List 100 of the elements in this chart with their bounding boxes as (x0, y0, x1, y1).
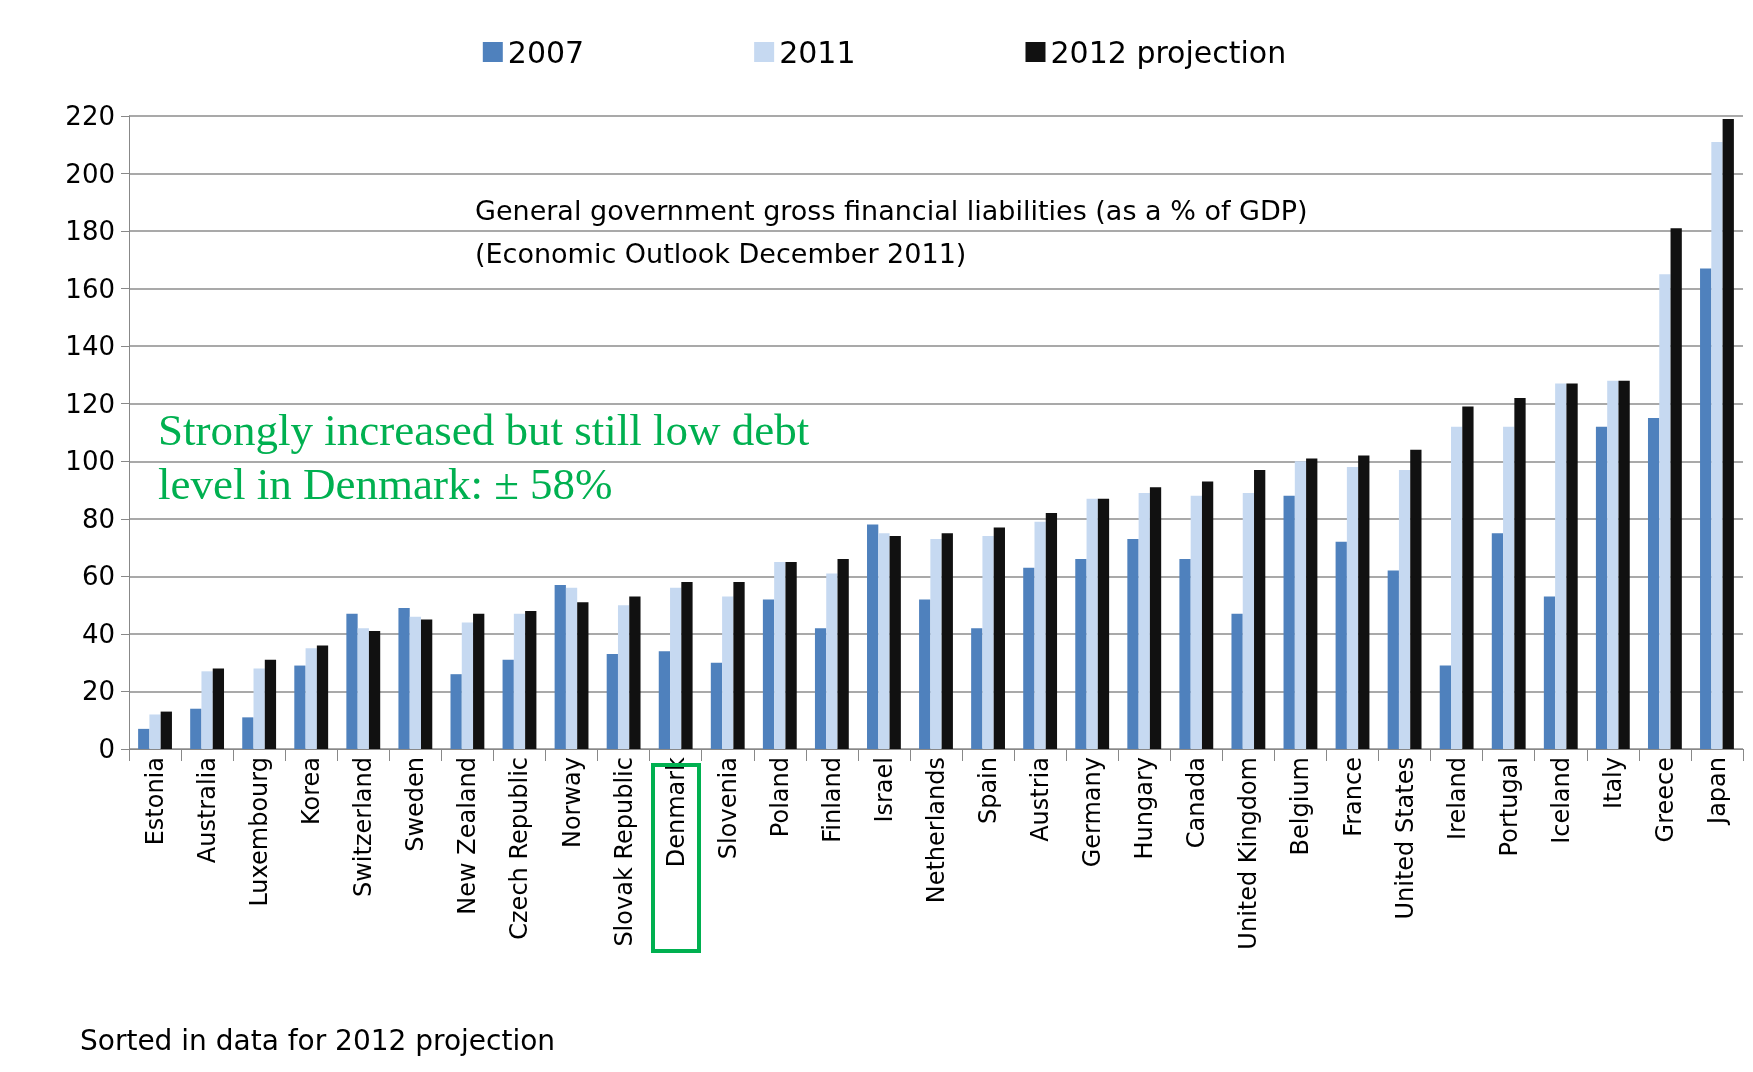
bar (1294, 461, 1307, 749)
bar (554, 585, 566, 749)
x-tick-label: Greece (1650, 757, 1679, 843)
bar (733, 582, 745, 749)
y-tick-label: 100 (65, 446, 115, 477)
x-tick-label: Italy (1598, 757, 1627, 810)
bar (368, 631, 381, 749)
bar (1398, 469, 1411, 749)
bar (149, 714, 161, 749)
x-tick-label: Iceland (1546, 757, 1575, 844)
bar (1149, 487, 1162, 749)
x-tick-label: Korea (297, 757, 326, 826)
bar (253, 668, 265, 749)
annotation: (Economic Outlook December 2011) (475, 237, 967, 269)
bar (681, 582, 693, 749)
x-tick-label: Slovak Republic (609, 757, 638, 947)
bar (1097, 498, 1110, 749)
bar (305, 648, 317, 749)
bar (774, 561, 786, 749)
bar (1254, 469, 1266, 749)
bar (617, 605, 630, 749)
bar (398, 608, 410, 749)
bar (1647, 418, 1660, 749)
bar (242, 717, 254, 749)
bar (878, 533, 890, 749)
bar (826, 573, 838, 749)
bar (201, 671, 213, 749)
bar (1566, 383, 1578, 749)
x-tick-label: Norway (557, 757, 586, 849)
bar (930, 538, 942, 749)
bar (1086, 498, 1098, 749)
x-tick-label: New Zealand (453, 757, 482, 915)
y-tick-label: 80 (81, 503, 115, 534)
x-tick-label: United States (1390, 757, 1419, 920)
legend-label: 2012 projection (1050, 34, 1287, 70)
bar (1503, 426, 1515, 749)
bar (160, 711, 172, 749)
bar (1410, 449, 1422, 749)
bar (316, 645, 329, 749)
y-tick-label: 160 (65, 273, 115, 304)
bar (409, 616, 421, 749)
bar (814, 628, 827, 749)
bar (1514, 397, 1526, 749)
annotation: General government gross financial liabilities (as a % of GDP) (475, 194, 1308, 226)
bar (971, 628, 983, 749)
bar (294, 665, 306, 749)
y-tick-label: 20 (81, 676, 115, 707)
bar (670, 587, 682, 749)
y-tick-label: 140 (65, 331, 115, 362)
bar (785, 561, 797, 749)
bar (212, 668, 225, 749)
bar (1607, 380, 1619, 749)
y-tick-label: 60 (81, 561, 115, 592)
bar (1358, 455, 1370, 749)
bar (722, 596, 734, 749)
y-tick-label: 180 (65, 216, 115, 247)
bar (1190, 495, 1202, 749)
y-tick-label: 200 (65, 158, 115, 189)
bar (565, 587, 578, 749)
bar (1670, 228, 1682, 749)
bar (1023, 567, 1035, 749)
bar (421, 619, 433, 749)
x-tick-label: Australia (193, 757, 222, 864)
bar (1242, 492, 1255, 749)
legend-label: 2011 (779, 34, 856, 70)
bar (1491, 533, 1504, 749)
bar (1346, 467, 1359, 749)
bar (1711, 141, 1723, 749)
x-tick-label: Poland (765, 757, 794, 838)
x-tick-label: Canada (1182, 757, 1211, 849)
bar (889, 536, 901, 749)
x-tick-label: Finland (817, 757, 846, 843)
x-tick-label: Switzerland (349, 757, 378, 897)
x-tick-label: Israel (869, 757, 898, 823)
bar (577, 602, 589, 749)
y-tick-label: 220 (65, 101, 115, 131)
x-tick-label: Netherlands (922, 757, 950, 904)
bar (982, 536, 994, 749)
bar (1387, 570, 1399, 749)
x-tick-label: United Kingdom (1234, 757, 1263, 950)
bar (658, 651, 671, 749)
bar (1283, 495, 1295, 749)
x-tick-label: Slovenia (713, 757, 742, 860)
x-tick-label: Estonia (141, 757, 170, 846)
bar (993, 527, 1005, 749)
bar (1034, 521, 1046, 749)
x-tick-label: Hungary (1130, 757, 1159, 860)
bar (1700, 268, 1712, 749)
bar (762, 599, 775, 749)
bar (1306, 458, 1318, 749)
x-tick-label: Czech Republic (505, 757, 534, 940)
legend-label: 2007 (507, 34, 585, 70)
bar (1127, 538, 1139, 749)
bar (1595, 426, 1608, 749)
x-tick-label: Luxembourg (245, 757, 274, 907)
bar (1659, 274, 1671, 749)
bar (264, 659, 277, 749)
x-tick-label: Germany (1078, 757, 1107, 868)
bar (502, 659, 514, 749)
bar (1335, 541, 1347, 749)
